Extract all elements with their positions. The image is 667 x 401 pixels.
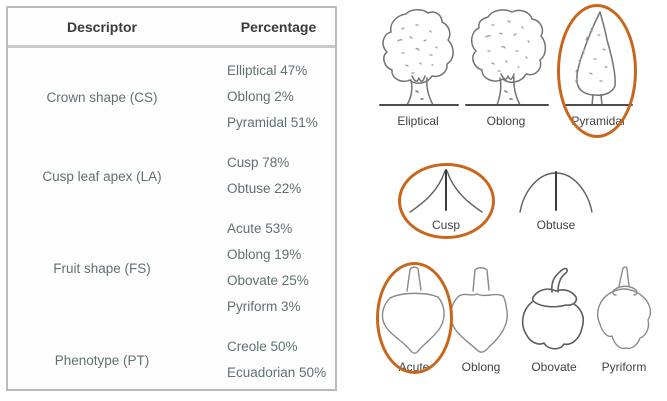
illustration-fruit-oblong: Oblong [447,264,515,374]
table-body: Crown shape (CS) Elliptical 47% Oblong 2… [8,48,335,396]
tree-oblong-drawing [465,9,549,106]
fruit-label-acute: Acute [398,360,430,374]
percentage-value: Oblong 19% [227,247,302,262]
descriptor-cell: Cusp leaf apex (LA) [42,168,162,184]
percentage-cell: Cusp 78% Obtuse 22% [196,150,335,202]
percentage-value: Obovate 25% [227,273,309,288]
fruit-label-oblong: Oblong [461,360,501,374]
percentage-value: Cusp 78% [227,155,290,170]
table-row-leaf-apex: Cusp leaf apex (LA) Cusp 78% Obtuse 22% [8,143,335,209]
descriptor-cell: Phenotype (PT) [54,352,150,368]
illustration-crown-oblong: Oblong [460,7,552,128]
table-row-crown-shape: Crown shape (CS) Elliptical 47% Oblong 2… [8,51,335,143]
percentage-cell: Acute 53% Oblong 19% Obovate 25% Pyrifor… [196,216,335,320]
percentage-cell: Creole 50% Ecuadorian 50% [196,334,335,386]
column-header-descriptor: Descriptor [66,18,138,35]
illustration-crown-pyramidal: Pyramidal [560,7,636,128]
column-header-percentage: Percentage [240,18,317,35]
fruit-obovate-drawing [521,267,585,350]
leaf-label-obtuse: Obtuse [536,218,576,232]
table-header-row: Descriptor Percentage [8,8,335,48]
percentage-value: Pyriform 3% [227,299,301,314]
table-row-phenotype: Phenotype (PT) Creole 50% Ecuadorian 50% [8,327,335,393]
fruit-label-obovate: Obovate [531,360,577,374]
illustration-leaf-obtuse: Obtuse [514,166,598,232]
percentage-value: Acute 53% [227,221,293,236]
descriptor-table: Descriptor Percentage Crown shape (CS) E… [6,6,337,391]
crown-label-oblong: Oblong [486,114,526,128]
fruit-pyriform-drawing [596,266,652,350]
leaf-cusp-drawing [409,169,483,213]
leaf-label-cusp: Cusp [431,218,460,232]
illustration-leaf-cusp: Cusp [404,166,488,232]
percentage-value: Ecuadorian 50% [227,365,327,380]
descriptor-cell: Fruit shape (FS) [53,260,151,276]
tree-eliptical-drawing [379,9,459,106]
percentage-value: Pyramidal 51% [227,115,318,130]
fruit-oblong-drawing [450,267,508,353]
crown-label-eliptical: Eliptical [397,114,439,128]
illustration-fruit-obovate: Obovate [518,264,590,374]
percentage-cell: Elliptical 47% Oblong 2% Pyramidal 51% [196,58,335,136]
illustration-fruit-pyriform: Pyriform [590,264,658,374]
fruit-label-pyriform: Pyriform [601,360,647,374]
illustration-fruit-acute: Acute [380,264,448,374]
table-row-fruit-shape: Fruit shape (FS) Acute 53% Oblong 19% Ob… [8,209,335,327]
crown-label-pyramidal: Pyramidal [571,114,625,128]
percentage-value: Elliptical 47% [227,63,308,78]
leaf-obtuse-drawing [519,171,593,213]
illustration-crown-eliptical: Eliptical [372,7,464,128]
percentage-value: Creole 50% [227,339,298,354]
percentage-value: Oblong 2% [227,89,294,104]
fruit-acute-drawing [381,266,445,354]
descriptor-cell: Crown shape (CS) [46,89,158,105]
tree-pyramidal-drawing [565,11,633,106]
percentage-value: Obtuse 22% [227,181,302,196]
